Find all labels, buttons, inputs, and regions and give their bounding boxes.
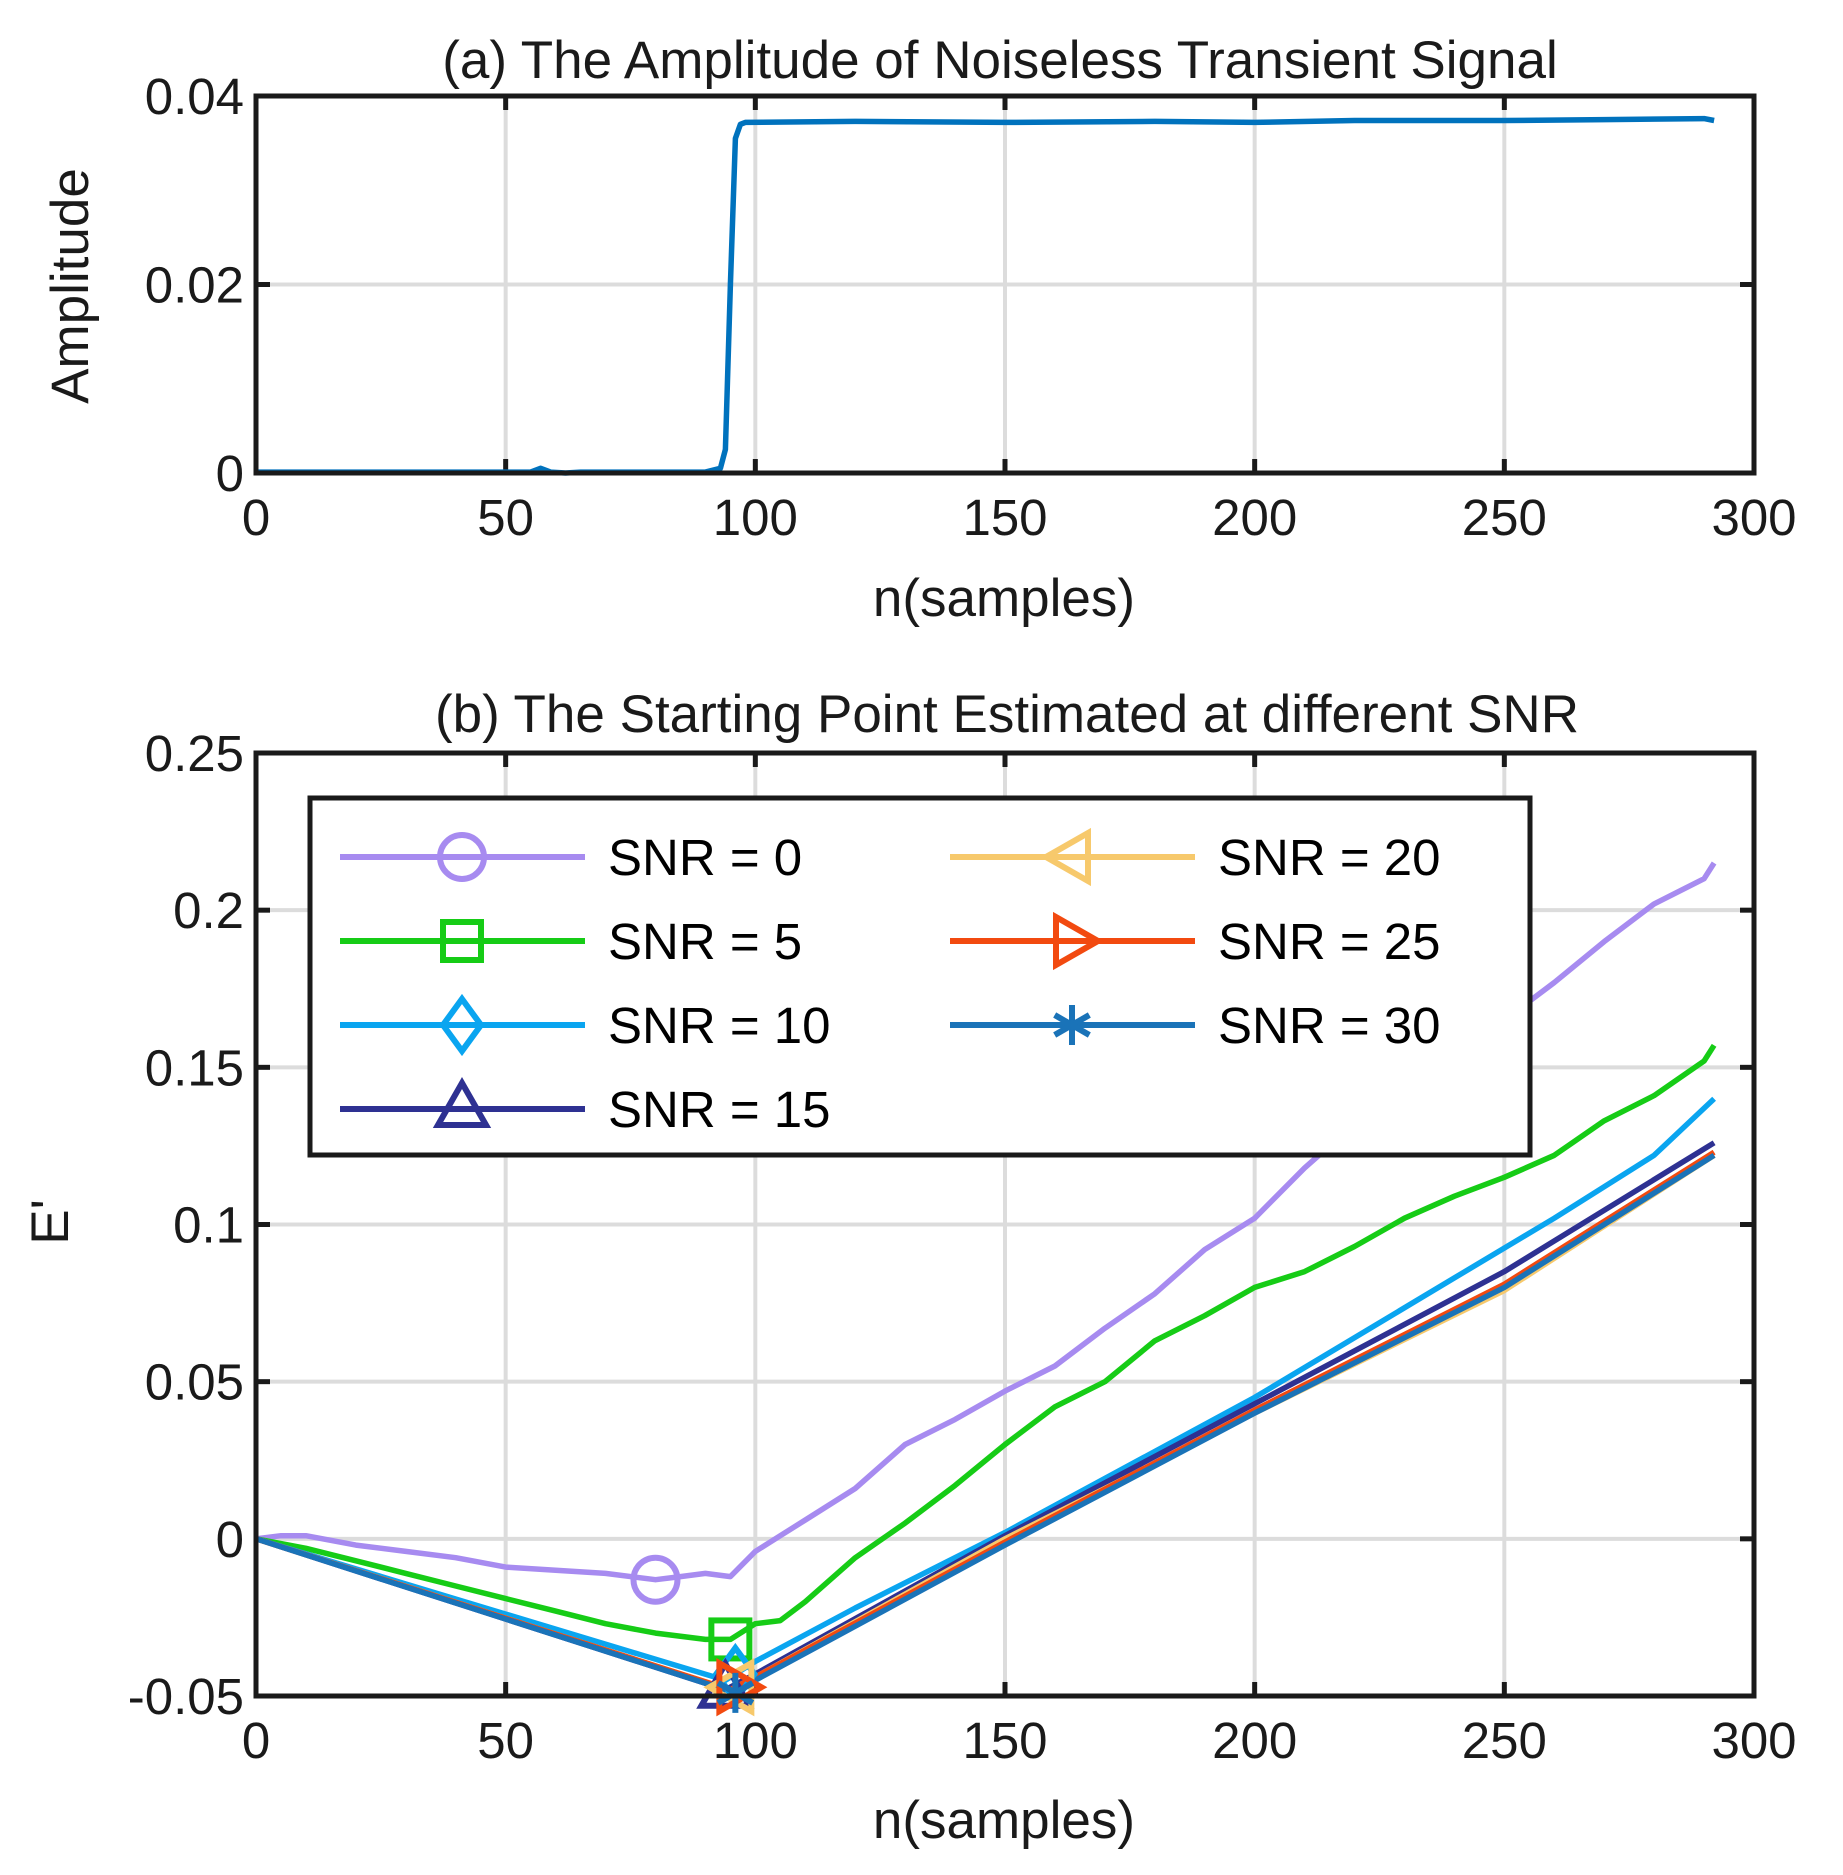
legend-entry-snr-5: SNR = 5 xyxy=(340,913,802,970)
legend-marker-triangle-right xyxy=(1053,911,1105,971)
panel-b-title: (b) The Starting Point Estimated at diff… xyxy=(435,685,1579,744)
y-tick-label: 0.02 xyxy=(145,257,244,314)
x-tick-label: 100 xyxy=(713,489,798,546)
x-tick-label: 50 xyxy=(477,489,534,546)
x-tick-label: 250 xyxy=(1462,489,1547,546)
series-marker-snr-0 xyxy=(630,1554,681,1605)
panel-a-title: (a) The Amplitude of Noiseless Transient… xyxy=(442,31,1558,90)
panel-b-markers xyxy=(630,1554,768,1717)
x-tick-label: 0 xyxy=(242,1712,270,1769)
legend-label: SNR = 20 xyxy=(1218,829,1441,886)
panel-a-y-axis-label: Amplitude xyxy=(41,168,100,404)
x-tick-label: 50 xyxy=(477,1712,534,1769)
legend-label: SNR = 0 xyxy=(608,829,802,886)
panel-b-y-axis-label: E' xyxy=(21,1199,80,1244)
legend-label: SNR = 15 xyxy=(608,1081,831,1138)
x-tick-label: 300 xyxy=(1711,1712,1796,1769)
panel-a-series xyxy=(256,115,1715,476)
legend-entry-snr-15: SNR = 15 xyxy=(340,1076,831,1138)
legend-label: SNR = 5 xyxy=(608,913,802,970)
y-tick-label: 0.25 xyxy=(145,725,244,782)
series-line-noiseless-transient-signal xyxy=(256,115,1715,476)
panel-b-axes-box xyxy=(253,750,1757,1699)
panel-b-starting-point: (b) The Starting Point Estimated at diff… xyxy=(21,685,1797,1850)
legend-entry-snr-20: SNR = 20 xyxy=(950,827,1441,887)
legend-entry-snr-25: SNR = 25 xyxy=(950,911,1441,971)
y-tick-label: 0.05 xyxy=(145,1354,244,1411)
x-tick-label: 150 xyxy=(962,489,1047,546)
legend-entry-snr-0: SNR = 0 xyxy=(340,829,802,886)
legend-marker-diamond xyxy=(439,993,485,1057)
y-tick-label: 0 xyxy=(216,1511,244,1568)
x-tick-label: 100 xyxy=(713,1712,798,1769)
y-tick-label: 0.2 xyxy=(173,882,244,939)
legend-entry-snr-30: SNR = 30 xyxy=(950,997,1441,1054)
y-tick-label: 0.1 xyxy=(173,1197,244,1254)
panel-b-x-axis-label: n(samples) xyxy=(873,1791,1135,1850)
legend-marker-square xyxy=(440,919,484,963)
legend-entry-snr-10: SNR = 10 xyxy=(340,993,831,1057)
x-tick-label: 0 xyxy=(242,489,270,546)
x-tick-label: 300 xyxy=(1711,489,1796,546)
legend-marker-triangle-left xyxy=(1039,827,1091,887)
x-tick-label: 200 xyxy=(1212,1712,1297,1769)
legend-marker-triangle-up xyxy=(432,1076,492,1128)
legend-label: SNR = 10 xyxy=(608,997,831,1054)
y-tick-label: 0.15 xyxy=(145,1039,244,1096)
y-tick-label: 0.04 xyxy=(145,68,244,125)
legend-label: SNR = 25 xyxy=(1218,913,1441,970)
panel-a-amplitude: (a) The Amplitude of Noiseless Transient… xyxy=(41,31,1797,628)
y-tick-label: -0.05 xyxy=(128,1668,244,1725)
series-line-snr-5 xyxy=(255,1043,1717,1643)
legend-marker-circle xyxy=(437,832,487,882)
legend-label: SNR = 30 xyxy=(1218,997,1441,1054)
legend-marker-asterisk xyxy=(1053,1005,1091,1045)
y-tick-label: 0 xyxy=(216,445,244,502)
panel-a-x-axis-label: n(samples) xyxy=(873,569,1135,628)
panel-a-axes-box xyxy=(253,93,1757,476)
x-tick-label: 250 xyxy=(1462,1712,1547,1769)
x-tick-label: 150 xyxy=(962,1712,1047,1769)
series-marker-snr-30 xyxy=(716,1672,755,1713)
x-tick-label: 200 xyxy=(1212,489,1297,546)
panel-b-legend: SNR = 0 SNR = 5 SNR = 10 SNR = 15 SNR = 20 SN… xyxy=(307,795,1533,1158)
